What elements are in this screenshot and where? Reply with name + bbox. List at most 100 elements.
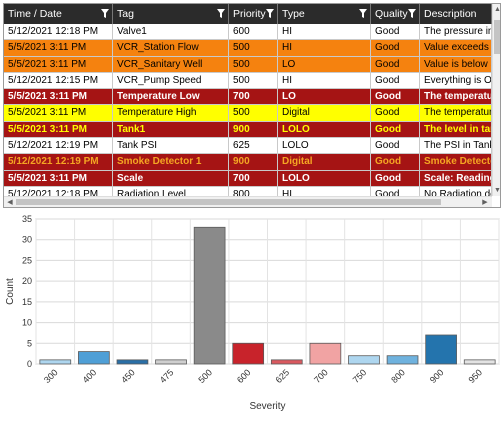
cell-tag: Temperature Low [113,89,229,106]
cell-tag: VCR_Sanitary Well [113,56,229,73]
cell-priority: 900 [229,154,278,171]
scroll-right-icon[interactable]: ▶ [482,199,488,206]
filter-icon[interactable] [359,9,367,18]
cell-priority: 500 [229,40,278,57]
cell-quality: Good [371,24,420,40]
bar-950 [463,359,496,365]
x-tick-label: 475 [158,367,176,385]
bar-750 [348,355,380,365]
cell-priority: 800 [229,186,278,203]
cell-time: 5/5/2021 3:11 PM [4,170,113,187]
filter-icon[interactable] [266,9,274,18]
bar-600 [232,342,265,365]
cell-tag: VCR_Station Flow [113,40,229,57]
cell-priority: 700 [229,89,278,106]
cell-description: Smoke Detector [420,154,492,171]
cell-priority: 500 [229,105,278,122]
table-row[interactable]: 5/12/2021 12:19 PM Tank PSI 625 LOLO Good The… [4,138,492,155]
cell-time: 5/5/2021 3:11 PM [4,105,113,122]
bar-400 [78,351,110,365]
y-tick-label: 0 [27,359,32,369]
table-row[interactable]: 5/5/2021 3:11 PM Temperature High 500 Digit… [4,105,492,122]
cell-tag: Tank1 [113,121,229,138]
cell-description: The temperatur [420,89,492,106]
cell-description: Value is below 3 [420,56,492,73]
y-tick-label: 5 [27,338,32,348]
x-tick-label: 800 [389,367,407,385]
x-tick-label: 400 [81,367,99,385]
y-tick-label: 15 [22,297,32,307]
cell-quality: Good [371,170,420,187]
filter-icon[interactable] [408,9,416,18]
cell-priority: 500 [229,56,278,73]
cell-type: HI [278,72,371,89]
x-tick-label: 625 [274,367,292,385]
cell-tag: Smoke Detector 1 [113,154,229,171]
cell-time: 5/5/2021 3:11 PM [4,56,113,73]
y-tick-label: 25 [22,255,32,265]
cell-type: LO [278,56,371,73]
vertical-scroll-thumb[interactable] [494,20,500,54]
table-row[interactable]: 5/12/2021 12:18 PM Valve1 600 HI Good The pre… [4,24,492,41]
scroll-down-icon[interactable]: ▼ [494,187,501,194]
table-row[interactable]: 5/5/2021 3:11 PM Temperature Low 700 LO Good… [4,89,492,106]
bar-900 [425,334,457,365]
horizontal-scroll-thumb[interactable] [16,199,441,205]
cell-priority: 625 [229,138,278,155]
table-row[interactable]: 5/5/2021 3:11 PM Scale 700 LOLO Good Scale: R… [4,170,492,187]
cell-tag: Temperature High [113,105,229,122]
vertical-scrollbar[interactable]: ▲ ▼ [492,4,501,196]
cell-time: 5/12/2021 12:18 PM [4,24,113,40]
alarm-grid[interactable]: Time / Date Tag Priority Type Quality Descrip… [3,3,501,208]
x-tick-label: 300 [42,367,60,385]
severity-bar-chart: 0 5 10 15 20 25 30 35 300 400 450 475 500 600 625 700 75… [5,214,500,412]
cell-priority: 700 [229,170,278,187]
horizontal-scrollbar[interactable]: ◀ ▶ [4,196,492,207]
x-tick-label: 500 [196,367,214,385]
cell-time: 5/12/2021 12:19 PM [4,138,113,155]
column-header-label: Quality [375,8,408,20]
table-row[interactable]: 5/12/2021 12:19 PM Smoke Detector 1 900 Dig… [4,154,492,171]
cell-time: 5/5/2021 3:11 PM [4,40,113,57]
cell-time: 5/12/2021 12:15 PM [4,72,113,89]
x-tick-label: 450 [119,367,137,385]
y-tick-label: 20 [22,276,32,286]
cell-type: HI [278,24,371,40]
cell-priority: 900 [229,121,278,138]
x-tick-label: 750 [351,367,369,385]
cell-type: Digital [278,105,371,122]
column-header-tag[interactable]: Tag [113,4,229,24]
bar-700 [309,342,342,365]
column-header-label: Tag [117,8,134,20]
cell-time: 5/5/2021 3:11 PM [4,121,113,138]
table-row[interactable]: 5/5/2021 3:11 PM Tank1 900 LOLO Good The leve… [4,121,492,139]
bar-500 [193,226,226,365]
y-tick-label: 30 [22,235,32,245]
table-row[interactable]: 5/12/2021 12:15 PM VCR_Pump Speed 500 HI Goo… [4,72,492,90]
column-header-label: Time / Date [8,8,62,20]
cell-tag: Tank PSI [113,138,229,155]
filter-icon[interactable] [217,9,225,18]
scroll-up-icon[interactable]: ▲ [494,6,501,13]
column-header-quality[interactable]: Quality [371,4,420,24]
filter-icon[interactable] [101,9,109,18]
severity-chart: 0 5 10 15 20 25 30 35 300 400 450 475 500 600 625 700 75… [0,209,504,416]
column-header-description[interactable]: Description [420,4,492,24]
y-tick-label: 35 [22,214,32,224]
cell-description: The temperatur [420,105,492,122]
column-header-priority[interactable]: Priority [229,4,278,24]
cell-type: LO [278,89,371,106]
cell-tag: Valve1 [113,24,229,40]
cell-description: The pressure in V [420,24,492,40]
scroll-left-icon[interactable]: ◀ [7,199,13,206]
column-header-time[interactable]: Time / Date [4,4,113,24]
x-tick-label: 900 [428,367,446,385]
x-axis-label: Severity [249,401,285,412]
bar-800 [386,355,419,365]
table-row[interactable]: 5/5/2021 3:11 PM VCR_Sanitary Well 500 LO Go… [4,56,492,73]
column-header-type[interactable]: Type [278,4,371,24]
table-row[interactable]: 5/5/2021 3:11 PM VCR_Station Flow 500 HI Goo… [4,40,492,57]
grid-body: 5/12/2021 12:18 PM Valve1 600 HI Good The pre… [4,24,492,204]
cell-quality: Good [371,56,420,73]
cell-tag: VCR_Pump Speed [113,72,229,89]
